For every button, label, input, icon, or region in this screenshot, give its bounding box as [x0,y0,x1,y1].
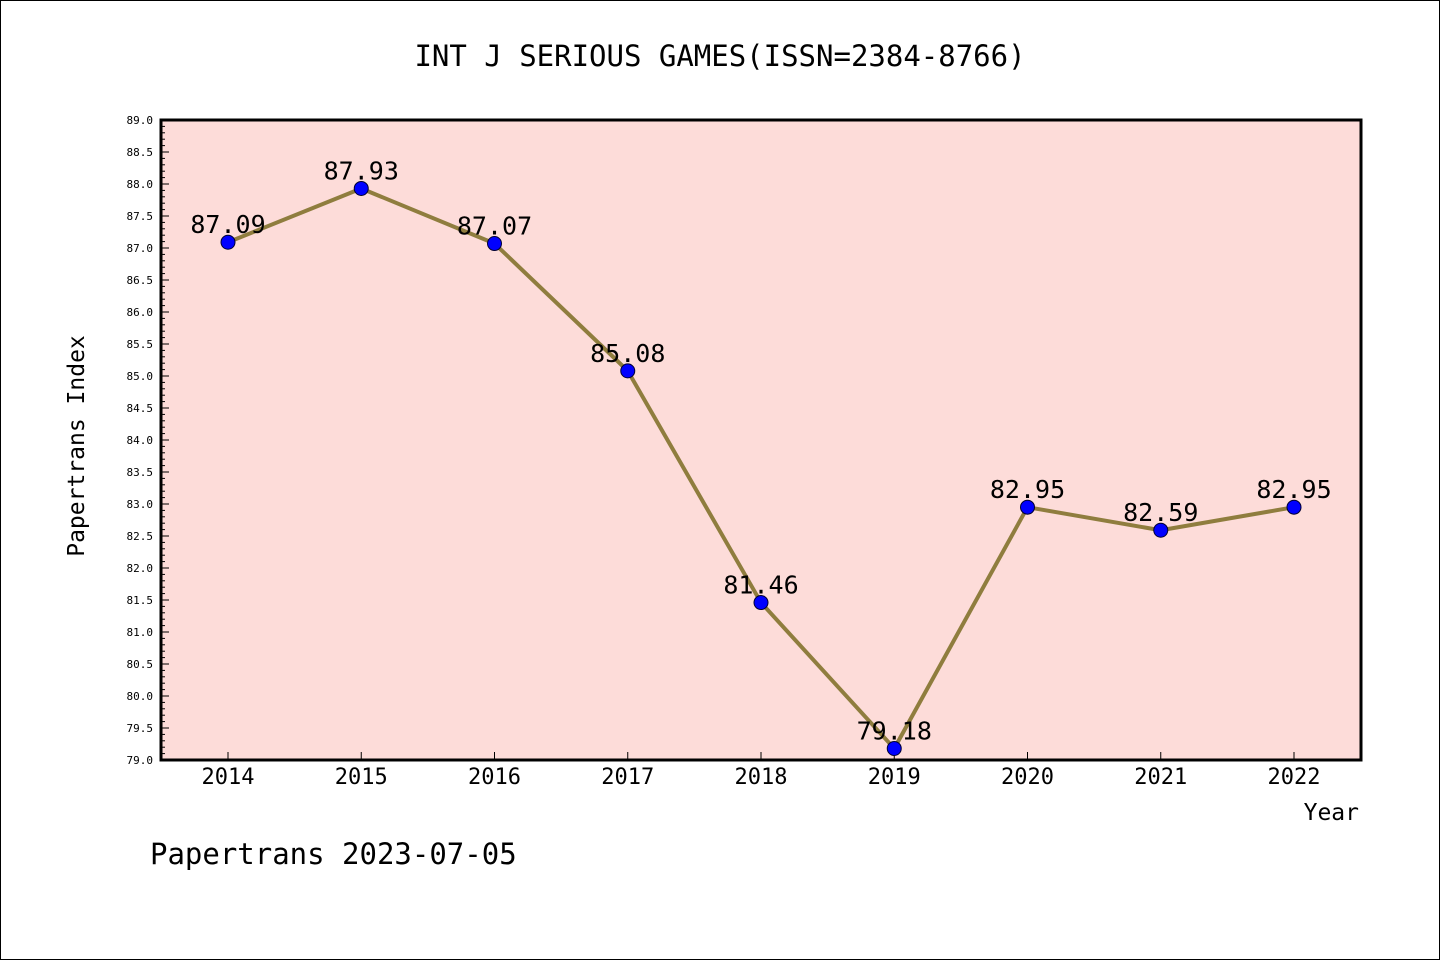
data-label: 87.09 [190,210,265,239]
y-tick-label: 80.0 [127,690,154,703]
x-axis-ticks: 2014 2015 2016 2017 2018 2019 2020 2021 2022 [202,752,1321,790]
y-tick-label: 79.0 [127,754,154,767]
footer-text: Papertrans 2023-07-05 [150,837,517,871]
data-label: 82.95 [1256,475,1331,504]
x-tick-label: 2020 [1001,765,1054,790]
y-tick-label: 83.0 [127,498,154,511]
data-label: 82.95 [990,475,1065,504]
x-tick-label: 2021 [1134,765,1187,790]
data-point [487,236,502,252]
y-tick-label: 87.5 [127,210,154,223]
x-tick-label: 2016 [468,765,521,790]
y-tick-label: 84.0 [127,434,154,447]
y-tick-label: 83.5 [127,466,154,479]
data-point [353,180,369,196]
data-point [1286,499,1302,515]
data-point [1153,522,1169,538]
data-point [886,740,902,756]
data-points [220,180,1302,756]
plot-area [161,120,1361,760]
y-tick-label: 81.0 [127,626,154,639]
x-tick-label: 2019 [868,765,921,790]
x-tick-label: 2018 [735,765,788,790]
y-tick-label: 84.5 [127,402,154,415]
x-tick-label: 2014 [202,765,255,790]
data-labels: 87.09 87.93 87.07 85.08 81.46 79.18 82.95 82.59… [190,156,1331,745]
data-label: 87.07 [457,212,532,241]
data-label: 82.59 [1123,498,1198,527]
data-point [620,363,636,379]
x-tick-label: 2015 [335,765,388,790]
y-axis-label: Papertrans Index [64,335,90,557]
y-tick-label: 88.0 [127,178,154,191]
data-label: 79.18 [857,716,932,745]
data-label: 87.93 [324,156,399,185]
y-tick-label: 87.0 [127,242,154,255]
x-tick-label: 2017 [601,765,654,790]
y-tick-label: 86.0 [127,306,154,319]
y-tick-label: 82.5 [127,530,154,543]
y-tick-label: 89.0 [127,114,154,127]
y-tick-label: 85.0 [127,370,154,383]
x-axis-label: Year [1304,800,1359,826]
y-tick-label: 86.5 [127,274,154,287]
y-tick-label: 82.0 [127,562,154,575]
plot-border [159,118,1363,762]
data-label: 85.08 [590,339,665,368]
chart-title: INT J SERIOUS GAMES(ISSN=2384-8766) [414,39,1025,73]
y-tick-label: 80.5 [127,658,154,671]
x-tick-label: 2022 [1268,765,1321,790]
y-tick-label: 81.5 [127,594,154,607]
y-tick-label: 88.5 [127,146,154,159]
data-label: 81.46 [723,571,798,600]
data-point [1020,499,1035,515]
y-tick-label: 85.5 [127,338,154,351]
data-point [220,234,236,250]
y-tick-label: 79.5 [127,722,154,735]
data-point [753,595,769,611]
